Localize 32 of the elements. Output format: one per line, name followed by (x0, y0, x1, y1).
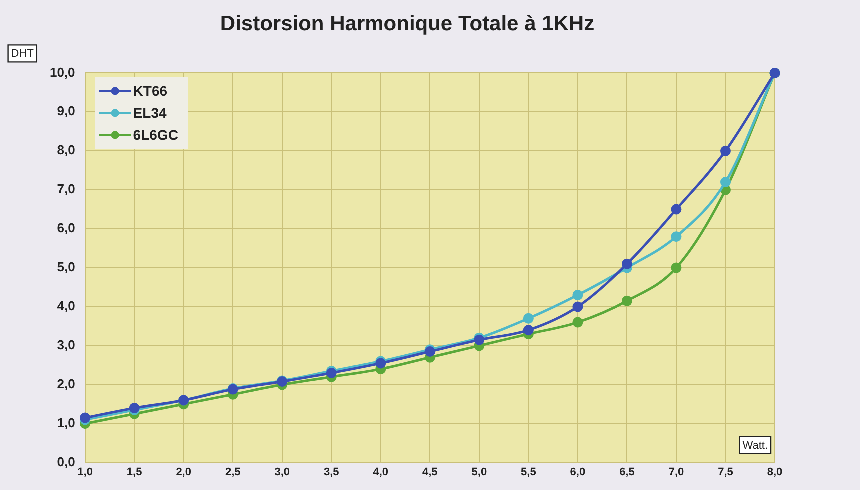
x-tick-label: 4,0 (373, 466, 389, 478)
y-tick-label: 4,0 (57, 298, 76, 314)
y-tick-label: 3,0 (57, 338, 76, 352)
y-tick-label: 9,0 (57, 104, 76, 119)
y-tick-label: 7,0 (57, 182, 76, 197)
x-tick-label: 3,5 (324, 466, 340, 478)
x-tick-label: 5,0 (472, 466, 488, 478)
y-tick-label: 2,0 (57, 376, 76, 392)
x-axis-title: Watt. (742, 440, 768, 452)
y-tick-label: 0,0 (57, 454, 76, 470)
y-tick-label: 1,0 (57, 415, 76, 430)
legend-label: KT66 (133, 83, 168, 100)
x-tick-label: 1,0 (78, 466, 93, 478)
x-tick-label: 3,0 (274, 466, 290, 478)
x-tick-label: 1,5 (126, 466, 142, 478)
x-tick-label: 8,0 (767, 466, 783, 478)
y-tick-label: 10,0 (50, 64, 76, 80)
chart-title: Distorsion Harmonique Totale à 1KHz (220, 12, 595, 36)
legend-label: 6L6GC (133, 127, 178, 144)
x-tick-label: 5,5 (521, 466, 536, 478)
x-tick-label: 7,0 (668, 466, 684, 478)
y-axis-title: DHT (11, 48, 34, 60)
y-tick-label: 6,0 (57, 220, 76, 236)
x-tick-label: 4,5 (422, 466, 438, 478)
x-tick-label: 6,0 (570, 466, 586, 478)
y-tick-label: 8,0 (57, 142, 76, 158)
y-tick-label: 5,0 (57, 260, 76, 275)
x-tick-label: 6,5 (620, 466, 635, 478)
x-tick-label: 7,5 (718, 466, 734, 478)
x-tick-label: 2,5 (225, 466, 241, 478)
legend-label: EL34 (133, 105, 167, 122)
x-tick-label: 2,0 (176, 466, 192, 478)
